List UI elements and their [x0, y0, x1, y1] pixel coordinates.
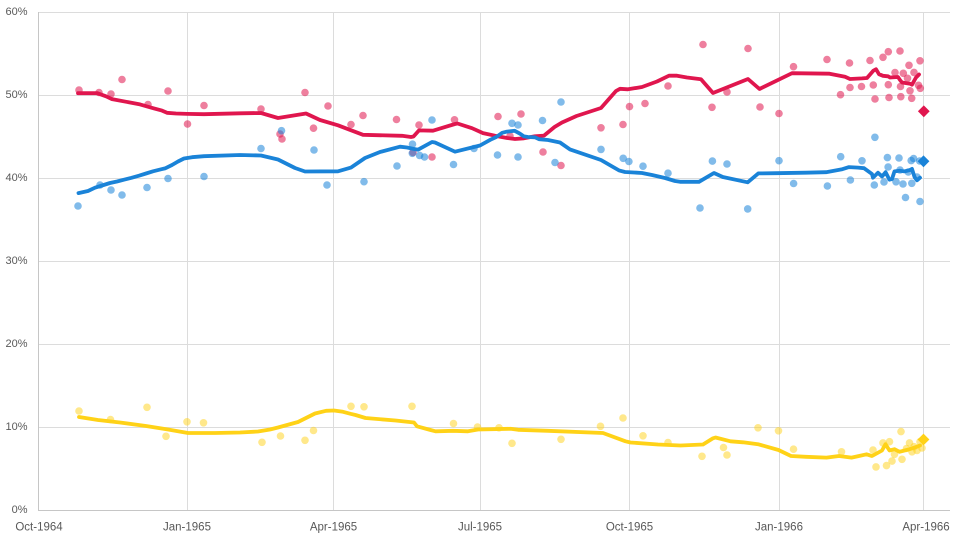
svg-text:20%: 20%	[5, 338, 27, 350]
svg-text:50%: 50%	[5, 89, 27, 101]
svg-text:Apr-1965: Apr-1965	[310, 522, 357, 534]
svg-text:Oct-1965: Oct-1965	[606, 522, 653, 534]
svg-text:Apr-1966: Apr-1966	[902, 522, 949, 534]
svg-text:30%: 30%	[5, 255, 27, 267]
svg-text:Jul-1965: Jul-1965	[458, 522, 502, 534]
svg-text:60%: 60%	[5, 6, 27, 18]
svg-text:Jan-1965: Jan-1965	[163, 522, 211, 534]
svg-text:Jan-1966: Jan-1966	[755, 522, 803, 534]
svg-text:40%: 40%	[5, 172, 27, 184]
svg-text:0%: 0%	[12, 504, 28, 516]
svg-text:10%: 10%	[5, 421, 27, 433]
svg-text:Oct-1964: Oct-1964	[15, 522, 63, 534]
